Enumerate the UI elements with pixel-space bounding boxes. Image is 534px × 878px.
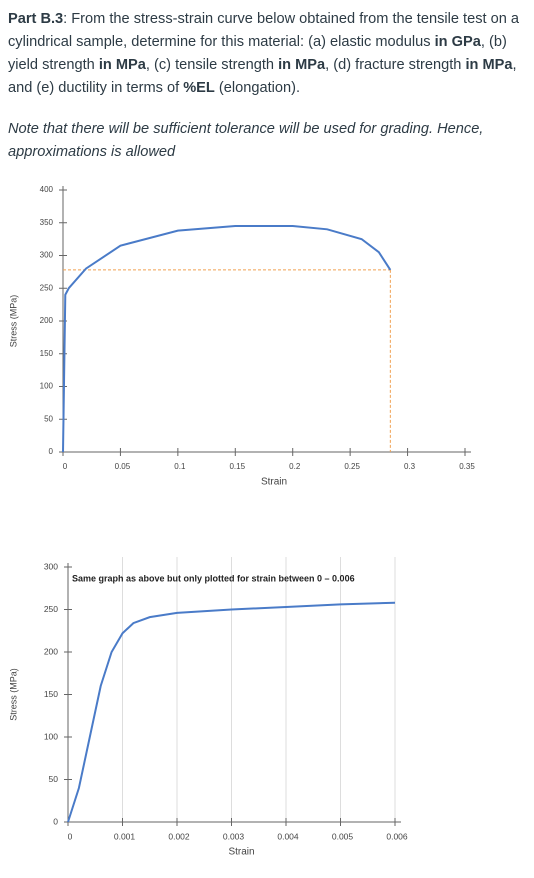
y-tick-label: 250 bbox=[44, 604, 58, 614]
x-tick-label: 0.005 bbox=[332, 831, 354, 841]
y-tick-label: 300 bbox=[44, 561, 58, 571]
x-tick-label: 0.1 bbox=[174, 462, 186, 471]
x-tick-label: 0.004 bbox=[277, 831, 299, 841]
y-tick-label: 50 bbox=[44, 414, 53, 423]
x-tick-label: 0.003 bbox=[223, 831, 245, 841]
y-tick-label: 50 bbox=[49, 774, 59, 784]
x-tick-label: 0 bbox=[68, 831, 73, 841]
question-text: Part B.3 bbox=[8, 11, 64, 27]
x-tick-label: 0.006 bbox=[386, 831, 408, 841]
x-tick-label: 0.25 bbox=[344, 462, 360, 471]
question-text: : From the stress-strain curve below obt… bbox=[8, 11, 520, 50]
y-axis-title: Stress (MPa) bbox=[8, 295, 18, 348]
x-tick-label: 0.05 bbox=[115, 462, 131, 471]
x-tick-label: 0 bbox=[63, 462, 68, 471]
y-tick-label: 200 bbox=[40, 316, 54, 325]
y-tick-label: 400 bbox=[40, 185, 54, 194]
y-tick-label: 150 bbox=[40, 349, 54, 358]
x-axis-title: Strain bbox=[228, 847, 254, 858]
x-tick-label: 0.002 bbox=[168, 831, 190, 841]
x-tick-label: 0.2 bbox=[289, 462, 301, 471]
stress-strain-curve bbox=[62, 225, 392, 453]
x-tick-label: 0.15 bbox=[229, 462, 245, 471]
question: Part B.3: From the stress-strain curve b… bbox=[8, 8, 528, 100]
question-text: , (b) yield strength bbox=[8, 34, 507, 73]
question-text: (elongation). bbox=[214, 80, 301, 96]
x-tick-label: 0.35 bbox=[459, 462, 475, 471]
question-text: , (c) tensile strength bbox=[145, 57, 279, 73]
question-text: in MPa bbox=[465, 57, 513, 73]
question-text: in MPa bbox=[98, 57, 146, 73]
question-text: %EL bbox=[183, 80, 215, 96]
question-text: in GPa bbox=[434, 34, 481, 50]
x-tick-label: 0.001 bbox=[114, 831, 136, 841]
y-tick-label: 100 bbox=[40, 382, 54, 391]
x-tick-label: 0.3 bbox=[404, 462, 416, 471]
y-axis-title: Stress (MPa) bbox=[8, 668, 18, 721]
y-tick-label: 200 bbox=[44, 646, 58, 656]
stress-strain-curve bbox=[67, 601, 396, 823]
y-tick-label: 0 bbox=[49, 447, 54, 456]
y-tick-label: 100 bbox=[44, 731, 58, 741]
question-text: , and (e) ductility in terms of bbox=[8, 57, 517, 96]
question-text: in MPa bbox=[278, 57, 326, 73]
note: Note that there will be sufficient toler… bbox=[8, 121, 484, 160]
question-text: , (d) fracture strength bbox=[325, 57, 466, 73]
y-tick-label: 300 bbox=[40, 251, 54, 260]
y-tick-label: 250 bbox=[40, 283, 54, 292]
y-tick-label: 350 bbox=[40, 218, 54, 227]
y-tick-label: 0 bbox=[53, 816, 58, 826]
y-tick-label: 150 bbox=[44, 689, 58, 699]
annotation: Same graph as above but only plotted for… bbox=[72, 573, 355, 583]
x-axis-title: Strain bbox=[261, 477, 287, 488]
